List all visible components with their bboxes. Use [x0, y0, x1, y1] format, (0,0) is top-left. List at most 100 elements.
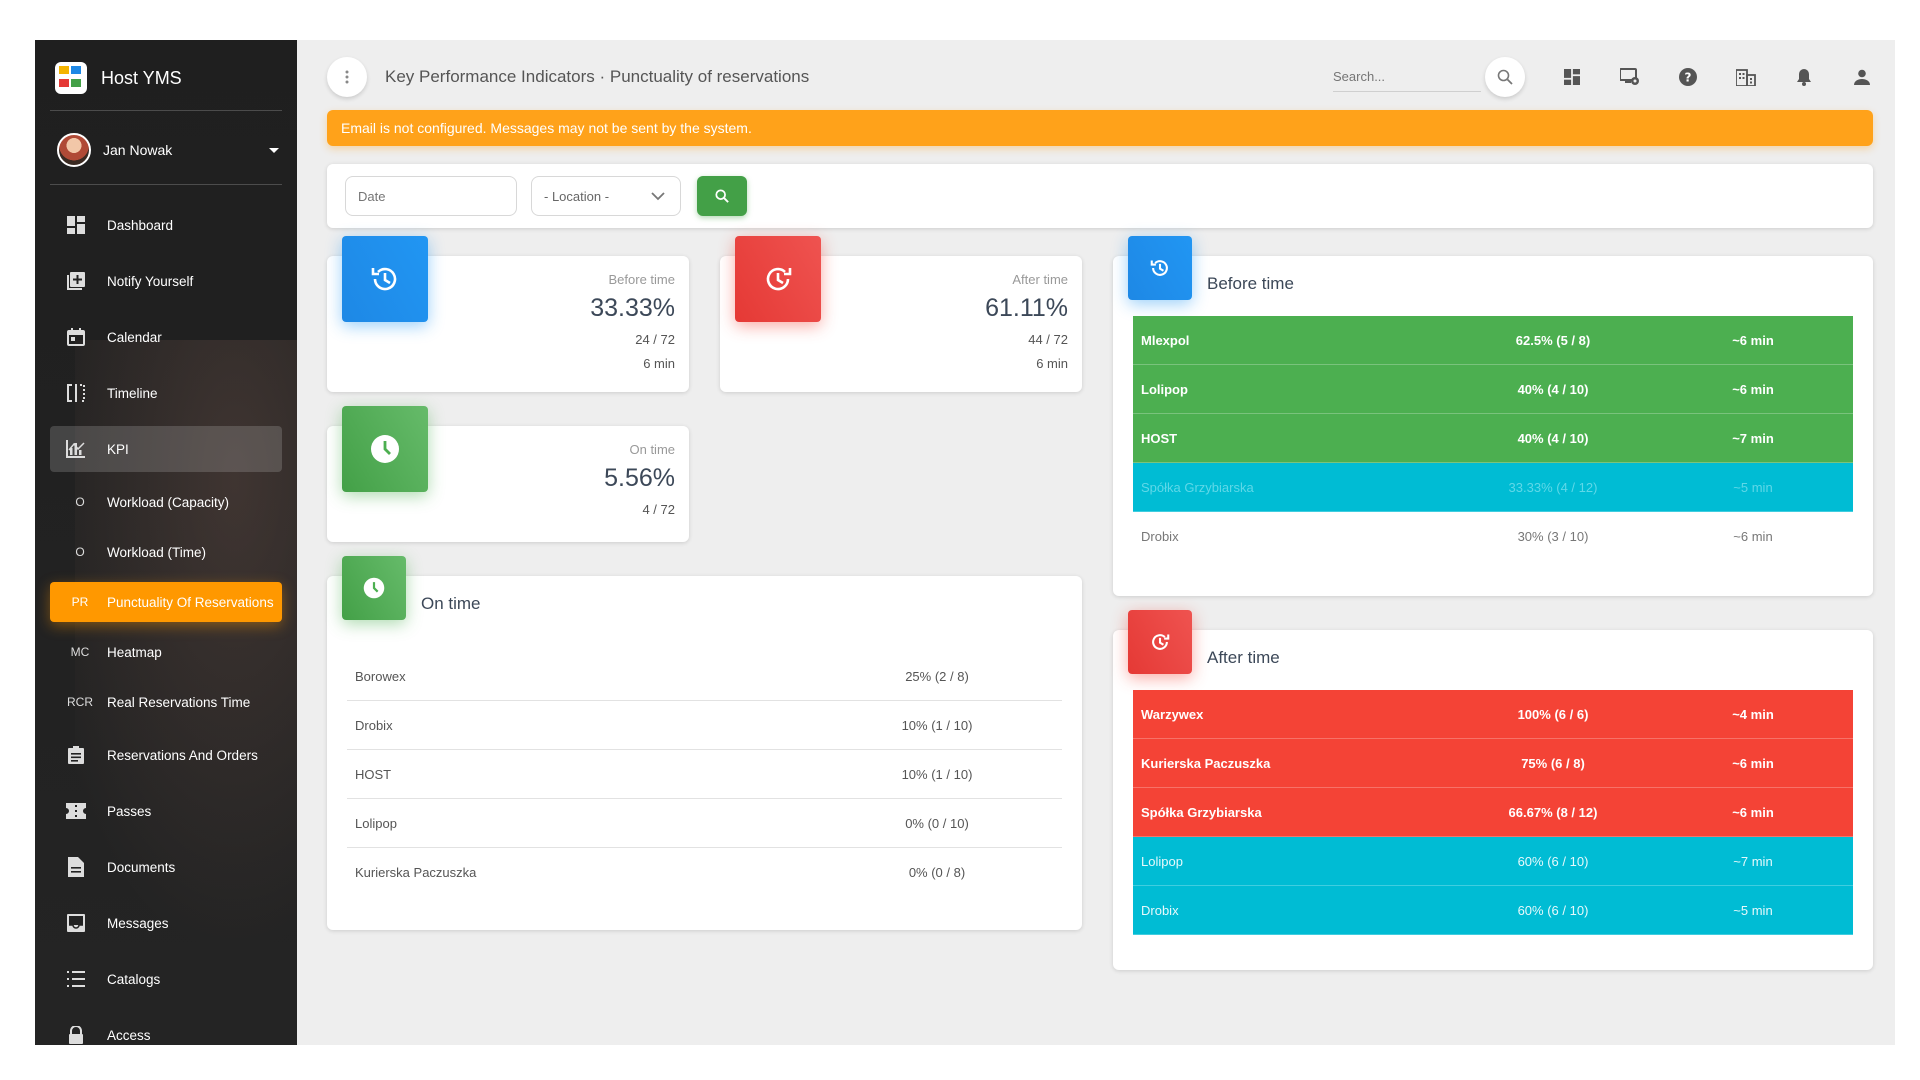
sidebar-item-workload-time[interactable]: O Workload (Time) [50, 532, 282, 572]
search-button[interactable] [1485, 57, 1525, 97]
average-time: ~4 min [1732, 706, 1774, 722]
company-name: Drobix [1141, 902, 1179, 918]
date-field[interactable] [345, 176, 517, 216]
sidebar-item-reservations-and-orders[interactable]: Reservations And Orders [50, 732, 282, 778]
sidebar-item-workload-capacity[interactable]: O Workload (Capacity) [50, 482, 282, 522]
sidebar-item-calendar[interactable]: Calendar [50, 314, 282, 360]
table-row: Borowex 25% (2 / 8) [347, 652, 1062, 701]
search-icon [715, 189, 729, 203]
screen-settings-button[interactable] [1619, 66, 1641, 88]
sidebar: Host YMS Jan Nowak Dashboard Notify Your… [35, 40, 297, 1045]
list-icon [65, 968, 87, 990]
sidebar-item-label: Notify Yourself [107, 273, 194, 289]
after-time-table: Warzywex 100% (6 / 6) ~4 min Kurierska Pac… [1133, 690, 1853, 935]
stat-label: Before time [608, 272, 675, 287]
sidebar-item-passes[interactable]: Passes [50, 788, 282, 834]
sidebar-item-label: Calendar [107, 329, 162, 345]
company-name: Kurierska Paczuszka [355, 865, 477, 880]
on-time-card: On time Borowex 25% (2 / 8) Drobix 10% (1 … [327, 556, 1082, 930]
table-row: Kurierska Paczuszka 0% (0 / 8) [347, 848, 1062, 897]
sidebar-item-notify-yourself[interactable]: Notify Yourself [50, 258, 282, 304]
email-warning-alert: Email is not configured. Messages may no… [327, 110, 1873, 146]
dashboard-icon [65, 214, 87, 236]
sidebar-item-abbr: PR [71, 595, 89, 609]
percentage: 30% (3 / 10) [1517, 529, 1589, 544]
monitor-settings-icon [1620, 68, 1639, 85]
company-name: Mlexpol [1141, 332, 1190, 348]
sidebar-item-label: Punctuality Of Reservations [107, 594, 274, 610]
company-button[interactable] [1735, 66, 1757, 88]
chevron-down-icon [651, 192, 665, 201]
stat-card-before-time: Before time 33.33% 24 / 72 6 min [327, 236, 689, 392]
table-row: Lolipop 60% (6 / 10) ~7 min [1133, 837, 1853, 886]
timeline-icon [65, 382, 87, 404]
sidebar-item-abbr: O [75, 545, 85, 559]
sidebar-item-messages[interactable]: Messages [50, 900, 282, 946]
document-icon [65, 856, 87, 878]
percentage: 75% (6 / 8) [1521, 755, 1585, 771]
sidebar-item-label: Reservations And Orders [107, 747, 258, 763]
alert-text: Email is not configured. Messages may no… [341, 120, 752, 136]
person-icon [1854, 69, 1870, 85]
table-row: Mlexpol 62.5% (5 / 8) ~6 min [1133, 316, 1853, 365]
sidebar-item-abbr: RCR [67, 695, 93, 709]
notifications-button[interactable] [1793, 66, 1815, 88]
dashboard-view-button[interactable] [1561, 66, 1583, 88]
dashboard-icon [1564, 69, 1580, 85]
sidebar-item-label: Workload (Time) [107, 544, 207, 560]
percentage: 60% (6 / 10) [1517, 853, 1589, 869]
table-row: Spółka Grzybiarska 66.67% (8 / 12) ~6 min [1133, 788, 1853, 837]
sidebar-item-real-reservations-time[interactable]: RCR Real Reservations Time [50, 682, 282, 722]
user-menu[interactable]: Jan Nowak [57, 130, 279, 170]
user-name: Jan Nowak [103, 142, 173, 158]
sidebar-item-heatmap[interactable]: MC Heatmap [50, 632, 282, 672]
stat-count: 4 / 72 [642, 502, 675, 517]
sidebar-item-punctuality-of-reservations[interactable]: PR Punctuality Of Reservations [50, 582, 282, 622]
add-box-icon [65, 270, 87, 292]
sidebar-item-documents[interactable]: Documents [50, 844, 282, 890]
sidebar-item-label: Documents [107, 859, 176, 875]
sidebar-item-label: KPI [107, 441, 129, 457]
calendar-icon [65, 326, 87, 348]
location-select[interactable]: - Location - [531, 176, 681, 216]
company-name: Borowex [355, 668, 406, 684]
before-time-card: Before time Mlexpol 62.5% (5 / 8) ~6 min L… [1113, 236, 1873, 596]
ticket-icon [65, 800, 87, 822]
table-row: Spółka Grzybiarska 33.33% (4 / 12) ~5 min [1133, 463, 1853, 512]
stat-label: On time [629, 442, 675, 457]
table-row: HOST 40% (4 / 10) ~7 min [1133, 414, 1853, 463]
sidebar-item-kpi[interactable]: KPI [50, 426, 282, 472]
lock-icon [65, 1024, 87, 1045]
sidebar-item-dashboard[interactable]: Dashboard [50, 202, 282, 248]
sidebar-item-timeline[interactable]: Timeline [50, 370, 282, 416]
help-button[interactable]: ? [1677, 66, 1699, 88]
table-row: Drobix 60% (6 / 10) ~5 min [1133, 886, 1853, 935]
more-vert-button[interactable] [327, 57, 367, 97]
stat-count: 24 / 72 [635, 332, 675, 347]
filter-card: - Location - [327, 164, 1873, 228]
stat-card-after-time: After time 61.11% 44 / 72 6 min [720, 236, 1082, 392]
average-time: ~6 min [1732, 755, 1774, 771]
sidebar-divider [50, 110, 282, 111]
sidebar-item-catalogs[interactable]: Catalogs [50, 956, 282, 1002]
avatar [57, 133, 91, 167]
update-icon [1128, 610, 1192, 674]
bell-icon [1797, 69, 1811, 86]
sidebar-item-access[interactable]: Access [50, 1012, 282, 1045]
after-time-card: After time Warzywex 100% (6 / 6) ~4 min Ku… [1113, 610, 1873, 970]
chart-icon [65, 438, 87, 460]
app-logo[interactable]: Host YMS [55, 58, 182, 98]
sidebar-item-abbr: O [75, 495, 85, 509]
search-input[interactable] [1333, 62, 1481, 92]
sidebar-item-label: Workload (Capacity) [107, 494, 230, 510]
company-name: Warzywex [1141, 706, 1204, 722]
help-icon: ? [1679, 68, 1697, 86]
percentage: 40% (4 / 10) [1517, 430, 1589, 446]
sidebar-item-label: Heatmap [107, 644, 162, 660]
profile-button[interactable] [1851, 66, 1873, 88]
sidebar-item-label: Access [107, 1027, 151, 1043]
search-filter-button[interactable] [697, 176, 747, 216]
table-row: Lolipop 0% (0 / 10) [347, 799, 1062, 848]
percentage: 25% (2 / 8) [905, 668, 969, 684]
average-time: ~6 min [1732, 381, 1774, 397]
